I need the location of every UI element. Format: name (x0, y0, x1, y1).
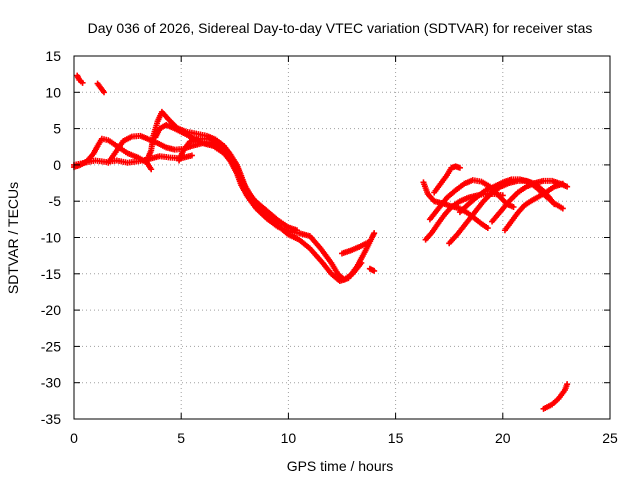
y-tick-label: -35 (41, 411, 61, 427)
y-tick-label: -15 (41, 266, 61, 282)
series-track-19 (540, 381, 571, 412)
y-tick-label: 0 (53, 157, 61, 173)
y-tick-label: -30 (41, 375, 61, 391)
y-tick-label: -5 (49, 193, 62, 209)
series-track-14 (431, 163, 463, 196)
data-point (564, 381, 571, 388)
data-point (364, 239, 371, 246)
y-axis-label: SDTVAR / TECUs (5, 182, 21, 294)
data-point (484, 225, 491, 232)
grid (74, 56, 610, 419)
y-tick-label: -10 (41, 230, 61, 246)
x-tick-label: 10 (281, 430, 297, 446)
data-point (79, 79, 86, 86)
data-points (71, 72, 571, 412)
data-point (510, 204, 517, 211)
data-point (371, 267, 378, 274)
x-tick-label: 0 (70, 430, 78, 446)
axis-ticks: 0 5 10 15 20 25 15 10 5 0 -5 -10 -15 -20 -25 -30 -35 (41, 48, 618, 446)
y-tick-label: 15 (45, 48, 61, 64)
series-track-2 (94, 80, 108, 96)
y-tick-label: -25 (41, 338, 61, 354)
series-track-8 (176, 135, 378, 285)
data-point (559, 205, 566, 212)
chart-title: Day 036 of 2026, Sidereal Day-to-day VTE… (88, 20, 593, 36)
series-track-4 (71, 135, 155, 173)
data-point (148, 166, 155, 173)
data-point (101, 89, 108, 96)
x-axis-label: GPS time / hours (287, 458, 394, 474)
y-tick-label: 5 (53, 121, 61, 137)
series-track-16 (456, 176, 566, 216)
data-point (559, 180, 566, 187)
data-point (456, 164, 463, 171)
data-point (188, 152, 195, 159)
series-track-1 (74, 72, 86, 86)
x-tick-label: 20 (495, 430, 511, 446)
data-point (564, 183, 571, 190)
series-track-9 (339, 239, 371, 257)
data-point (371, 230, 378, 237)
x-tick-label: 5 (177, 430, 185, 446)
y-tick-label: -20 (41, 302, 61, 318)
x-tick-label: 15 (388, 430, 404, 446)
x-tick-label: 25 (602, 430, 618, 446)
series-track-10 (366, 265, 378, 274)
series-track-18 (501, 180, 566, 234)
y-tick-label: 10 (45, 84, 61, 100)
